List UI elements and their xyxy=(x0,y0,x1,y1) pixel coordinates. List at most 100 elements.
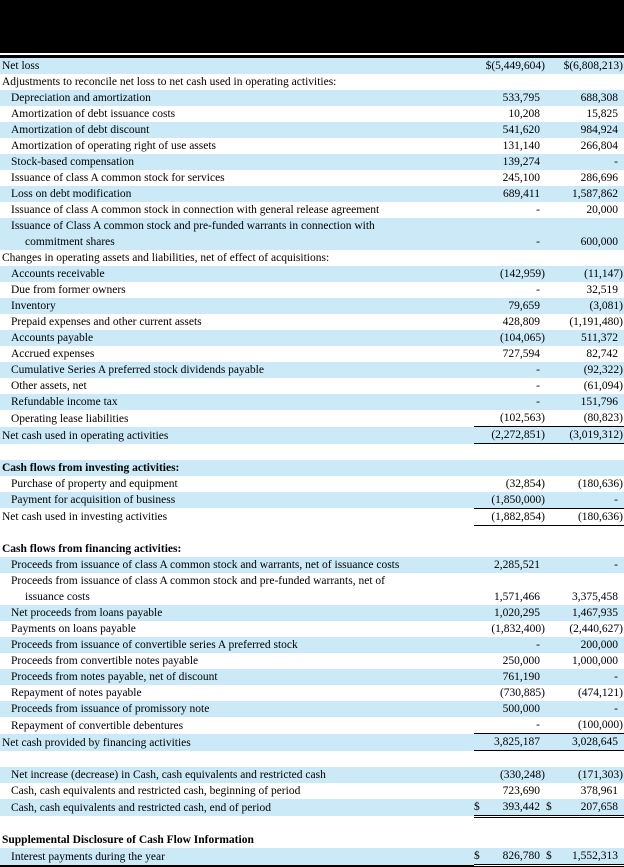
row-label: Issuance of class A common stock for ser… xyxy=(0,170,474,186)
table-row: Inventory 79,659 (3,081) xyxy=(0,298,624,314)
row-label-text: Proceeds from issuance of convertible se… xyxy=(11,639,298,651)
amount-text: 266,804 xyxy=(580,140,618,152)
table-row: Proceeds from issuance of class A common… xyxy=(0,557,624,573)
row-value-year2: (92,322) xyxy=(546,362,624,378)
row-value-year1 xyxy=(474,541,546,557)
row-label-text: Cash, cash equivalents and restricted ca… xyxy=(11,784,301,797)
table-row: Net increase (decrease) in Cash, cash eq… xyxy=(0,766,624,783)
row-value-year1 xyxy=(474,525,546,541)
row-value-year2: - xyxy=(546,491,624,509)
row-value-year2: 286,696 xyxy=(546,170,624,186)
row-label: Changes in operating assets and liabilit… xyxy=(0,250,474,266)
amount-text: 541,620 xyxy=(502,124,540,136)
row-label: Proceeds from issuance of convertible se… xyxy=(0,637,474,653)
table-row: Net loss $(5,449,604) $(6,808,213) xyxy=(0,56,624,75)
row-value-year1: 761,190 xyxy=(474,669,546,685)
spacer-cell xyxy=(0,816,474,832)
row-value-year2: (100,000) xyxy=(546,717,624,734)
row-value-year2: 1,587,862 xyxy=(546,186,624,202)
row-label: Repayment of convertible debentures xyxy=(0,717,474,734)
table-row: Proceeds from notes payable, net of disc… xyxy=(0,669,624,685)
row-label-text: Net loss xyxy=(2,60,40,72)
amount-text: 428,809 xyxy=(502,316,540,328)
row-value-year2: 82,742 xyxy=(546,346,624,362)
row-value-year1: (102,563) xyxy=(474,410,546,427)
amount-text: 15,825 xyxy=(586,108,618,120)
row-label-text: Purchase of property and equipment xyxy=(11,477,178,490)
row-value-year1: - xyxy=(474,218,546,250)
table-row: Net proceeds from loans payable 1,020,295… xyxy=(0,605,624,621)
amount-text: 151,796 xyxy=(580,396,618,408)
dollar-sign: $ xyxy=(474,800,480,813)
row-value-year1 xyxy=(474,832,546,848)
amount-text: 378,961 xyxy=(580,784,618,797)
table-row: Cash, cash equivalents and restricted ca… xyxy=(0,783,624,799)
table-row: Accounts receivable (142,959) (11,147) xyxy=(0,266,624,282)
row-label: Cash, cash equivalents and restricted ca… xyxy=(0,783,474,799)
row-label: Adjustments to reconcile net loss to net… xyxy=(0,74,474,90)
row-label: Issuance of Class A common stock and pre… xyxy=(0,218,474,250)
row-label: Net cash provided by financing activitie… xyxy=(0,734,474,751)
table-row: Due from former owners - 32,519 xyxy=(0,282,624,298)
row-label-text: Accounts payable xyxy=(11,332,94,344)
table-row: Adjustments to reconcile net loss to net… xyxy=(0,74,624,90)
amount-text: 245,100 xyxy=(502,172,540,184)
amount-text: 689,411 xyxy=(503,188,540,200)
row-value-year1: 541,620 xyxy=(474,122,546,138)
table-row: Accrued expenses 727,594 82,742 xyxy=(0,346,624,362)
row-label-text: Cash flows from investing activities: xyxy=(2,461,180,474)
row-value-year2: (3,019,312) xyxy=(546,426,624,444)
amount-text: (1,850,000) xyxy=(491,493,545,506)
row-value-year2: - xyxy=(546,669,624,685)
row-value-year2: 20,000 xyxy=(546,202,624,218)
amount-text: - xyxy=(536,284,540,296)
row-value-year2: 15,825 xyxy=(546,106,624,122)
table-row: Net cash used in investing activities (1,… xyxy=(0,508,624,526)
row-value-year2: - xyxy=(546,154,624,170)
amount-text: 1,587,862 xyxy=(572,188,618,200)
row-label-text: Due from former owners xyxy=(11,284,126,296)
amount-text: 727,594 xyxy=(502,348,540,360)
row-value-year2: $(6,808,213) xyxy=(546,57,624,75)
row-value-year2 xyxy=(546,525,624,541)
table-row: Other assets, net - (61,094) xyxy=(0,378,624,394)
amount-text: 3,825,187 xyxy=(494,736,540,748)
row-value-year2: 32,519 xyxy=(546,282,624,298)
amount-text: - xyxy=(536,719,540,731)
row-label: Operating lease liabilities xyxy=(0,410,474,427)
row-label: Payment for acquisition of business xyxy=(0,492,474,509)
row-label-continuation: commitment shares xyxy=(25,236,115,248)
row-label-text: Amortization of debt discount xyxy=(11,124,150,136)
row-label-continuation: issuance costs xyxy=(25,591,90,603)
row-label: Prepaid expenses and other current asset… xyxy=(0,314,474,330)
amount-text: - xyxy=(536,204,540,216)
amount-text: - xyxy=(614,493,618,506)
table-row: Amortization of debt issuance costs 10,20… xyxy=(0,106,624,122)
amount-text: (1,882,854) xyxy=(491,510,545,523)
amount-text: 207,658 xyxy=(580,800,618,813)
table-row: Repayment of notes payable (730,885) (474,… xyxy=(0,685,624,701)
row-label-text: Proceeds from issuance of class A common… xyxy=(11,559,400,571)
table-row: Amortization of debt discount 541,620 984,… xyxy=(0,122,624,138)
dollar-sign: $ xyxy=(546,850,552,862)
amount-text: 139,274 xyxy=(502,156,540,168)
row-label: Proceeds from issuance of class A common… xyxy=(0,557,474,573)
table-row: Purchase of property and equipment (32,85… xyxy=(0,476,624,492)
row-label-text: Repayment of notes payable xyxy=(11,687,142,699)
table-row: Supplemental Disclosure of Cash Flow Inf… xyxy=(0,832,624,848)
row-label-text: Proceeds from issuance of class A common… xyxy=(11,575,385,587)
amount-text: (80,823) xyxy=(583,412,623,424)
row-label-text: Cash flows from financing activities: xyxy=(2,543,182,555)
amount-text: (104,065) xyxy=(499,332,545,344)
row-value-year1 xyxy=(474,816,546,832)
amount-text: (11,147) xyxy=(584,268,623,280)
row-value-year2 xyxy=(546,832,624,848)
row-value-year1: 689,411 xyxy=(474,186,546,202)
row-label-text: Adjustments to reconcile net loss to net… xyxy=(2,76,337,88)
amount-text: (180,636) xyxy=(577,477,623,490)
row-label-text: Depreciation and amortization xyxy=(11,92,151,104)
row-label: Refundable income tax xyxy=(0,394,474,410)
row-value-year2: (11,147) xyxy=(546,266,624,282)
row-label: Cash, cash equivalents and restricted ca… xyxy=(0,799,474,817)
